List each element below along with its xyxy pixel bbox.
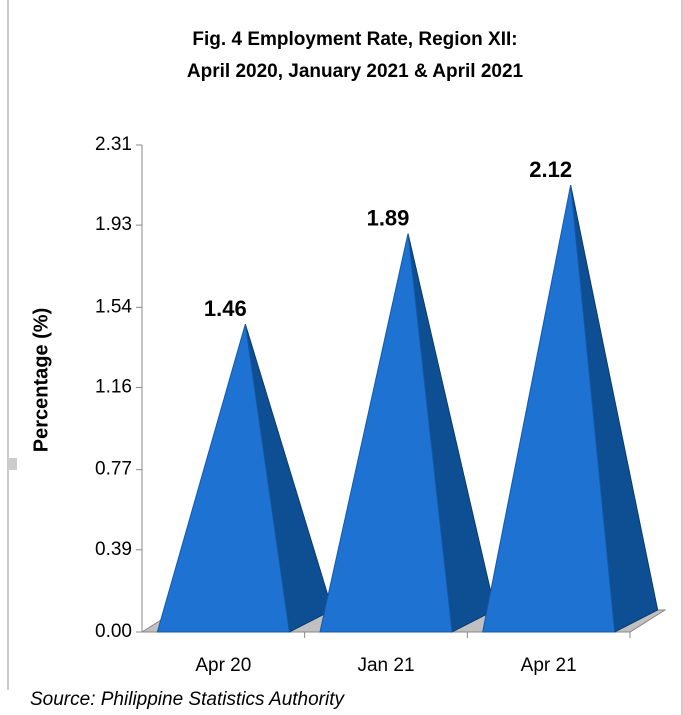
y-axis-title: Percentage (%) [30, 308, 52, 453]
data-label: 2.12 [529, 157, 572, 182]
x-tick-label: Apr 21 [521, 655, 577, 676]
data-label: 1.46 [204, 296, 247, 321]
y-tick-label: 1.93 [95, 214, 132, 235]
pyramid [319, 233, 453, 633]
x-tick-label: Jan 21 [357, 655, 414, 676]
data-label: 1.89 [367, 205, 410, 230]
source-note: Source: Philippine Statistics Authority [30, 689, 346, 710]
scroll-marker [9, 458, 17, 470]
x-tick-label: Apr 20 [195, 655, 251, 676]
y-tick-label: 0.77 [95, 459, 132, 480]
chart-subtitle: April 2020, January 2021 & April 2021 [187, 61, 524, 82]
pyramid [482, 184, 616, 633]
y-tick-label: 0.39 [95, 539, 132, 560]
pyramid [156, 324, 290, 633]
y-tick-label: 0.00 [95, 621, 132, 642]
chart-title: Fig. 4 Employment Rate, Region XII: [192, 29, 517, 50]
y-tick-label: 1.54 [95, 296, 132, 317]
y-tick-label: 2.31 [95, 134, 132, 155]
y-tick-label: 1.16 [95, 376, 132, 397]
